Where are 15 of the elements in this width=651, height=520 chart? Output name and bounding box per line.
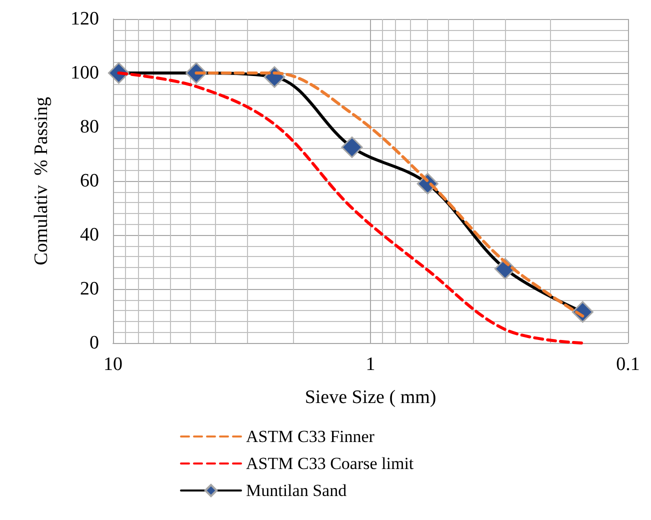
legend-label: ASTM C33 Coarse limit	[246, 454, 414, 473]
x-axis-title: Sieve Size ( mm)	[304, 387, 436, 408]
x-tick-label: 0.1	[616, 354, 640, 375]
y-tick-label: 20	[80, 278, 99, 300]
y-axis-title: Comulativ % Passing	[31, 96, 52, 266]
x-tick-label: 10	[104, 354, 122, 375]
y-tick-label: 120	[70, 8, 99, 30]
y-tick-label: 60	[80, 170, 99, 192]
legend-label: Muntilan Sand	[246, 481, 348, 500]
y-tick-label: 80	[80, 116, 99, 138]
y-tick-label: 100	[70, 62, 99, 84]
legend-label: ASTM C33 Finner	[246, 427, 375, 446]
y-tick-label: 40	[80, 224, 99, 246]
x-tick-label: 1	[366, 354, 376, 375]
y-tick-label: 0	[90, 332, 99, 354]
